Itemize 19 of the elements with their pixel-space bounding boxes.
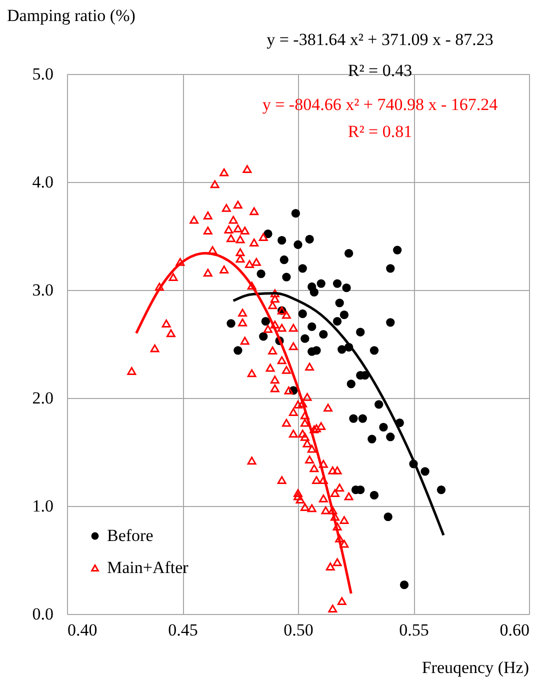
y-tick-label: 4.0 — [32, 172, 54, 192]
y-axis-title: Damping ratio (%) — [7, 6, 136, 25]
x-tick-label: 0.60 — [500, 620, 530, 640]
annotation: R² = 0.81 — [348, 122, 412, 141]
annotation: y = -804.66 x² + 740.98 x - 167.24 — [262, 95, 498, 114]
x-tick-label: 0.45 — [168, 620, 198, 640]
y-tick-label: 5.0 — [32, 64, 54, 84]
y-tick-label: 0.0 — [32, 604, 54, 624]
x-tick-label: 0.55 — [399, 620, 429, 640]
y-tick-label: 1.0 — [32, 496, 54, 516]
y-tick-label: 3.0 — [32, 280, 54, 300]
x-tick-label: 0.50 — [284, 620, 314, 640]
legend-label: Before — [107, 526, 154, 545]
y-tick-label: 2.0 — [32, 388, 54, 408]
x-tick-label: 0.40 — [68, 620, 98, 640]
legend-label: Main+After — [107, 558, 189, 577]
text: y = -381.64 x² + 371.09 x - 87.23 — [266, 30, 494, 49]
x-axis-title: Freuqency (Hz) — [422, 658, 529, 677]
annotation: R² = 0.43 — [348, 61, 412, 80]
